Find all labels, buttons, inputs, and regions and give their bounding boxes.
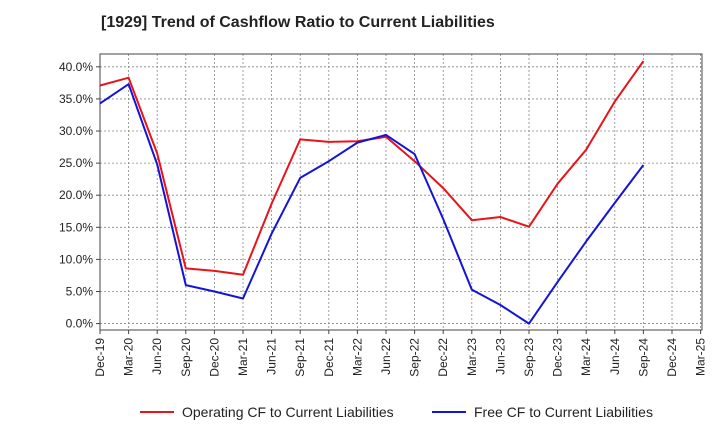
x-tick-label: Mar-20: [122, 338, 136, 376]
x-tick-label: Jun-24: [608, 338, 622, 375]
y-tick-label: 30.0%: [59, 124, 93, 138]
x-tick-label: Sep-21: [293, 338, 307, 377]
x-tick-label: Mar-22: [350, 338, 364, 376]
x-tick-label: Jun-21: [265, 338, 279, 375]
legend-item-operating-cf: Operating CF to Current Liabilities: [140, 404, 394, 420]
y-tick-label: 20.0%: [59, 188, 93, 202]
y-tick-label: 15.0%: [59, 220, 93, 234]
x-tick-label: Dec-21: [322, 338, 336, 377]
x-tick-label: Mar-21: [236, 338, 250, 376]
x-tick-label: Sep-23: [522, 338, 536, 377]
series-line-free-cf: [99, 83, 645, 325]
legend-item-free-cf: Free CF to Current Liabilities: [432, 404, 653, 420]
x-tick-label: Mar-24: [579, 338, 593, 376]
gridlines: [99, 54, 702, 330]
x-tick-label: Mar-25: [694, 338, 708, 376]
x-tick-label: Mar-23: [465, 338, 479, 376]
y-tick-label: 40.0%: [59, 60, 93, 74]
x-tick-label: Dec-20: [207, 338, 221, 377]
line-chart: 0.0% 5.0% 10.0% 15.0% 20.0% 25.0% 30.0% 35.0% 40…: [59, 53, 708, 377]
x-tick-label: Sep-20: [179, 338, 193, 377]
x-tick-label: Jun-23: [493, 338, 507, 375]
y-tick-label: 0.0%: [66, 317, 94, 331]
y-tick-label: 10.0%: [59, 252, 93, 266]
y-tick-label: 25.0%: [59, 156, 93, 170]
x-tick-label: Jun-22: [379, 338, 393, 375]
legend-label-free-cf: Free CF to Current Liabilities: [474, 404, 653, 420]
x-tick-label: Dec-19: [93, 338, 107, 377]
x-tick-label: Sep-22: [408, 338, 422, 377]
chart-title: [1929] Trend of Cashflow Ratio to Curren…: [101, 14, 495, 31]
y-tick-label: 35.0%: [59, 92, 93, 106]
series-layer: [99, 60, 645, 325]
x-tick-label: Dec-24: [665, 338, 679, 377]
series-line-operating-cf: [99, 60, 645, 276]
x-axis: Dec-19 Mar-20 Jun-20 Sep-20 Dec-20 Mar-21 Jun-…: [93, 330, 708, 377]
y-axis: 0.0% 5.0% 10.0% 15.0% 20.0% 25.0% 30.0% 35.0% 40…: [59, 60, 100, 331]
y-tick-label: 5.0%: [66, 284, 94, 298]
plot-frame: [99, 53, 703, 331]
x-tick-label: Dec-23: [551, 338, 565, 377]
x-tick-label: Dec-22: [436, 338, 450, 377]
legend: Operating CF to Current Liabilities Free…: [0, 404, 720, 426]
x-tick-label: Sep-24: [636, 338, 650, 377]
x-tick-label: Jun-20: [150, 338, 164, 375]
legend-label-operating-cf: Operating CF to Current Liabilities: [182, 404, 394, 420]
legend-swatch-operating-cf: [140, 411, 174, 413]
legend-swatch-free-cf: [432, 411, 466, 413]
